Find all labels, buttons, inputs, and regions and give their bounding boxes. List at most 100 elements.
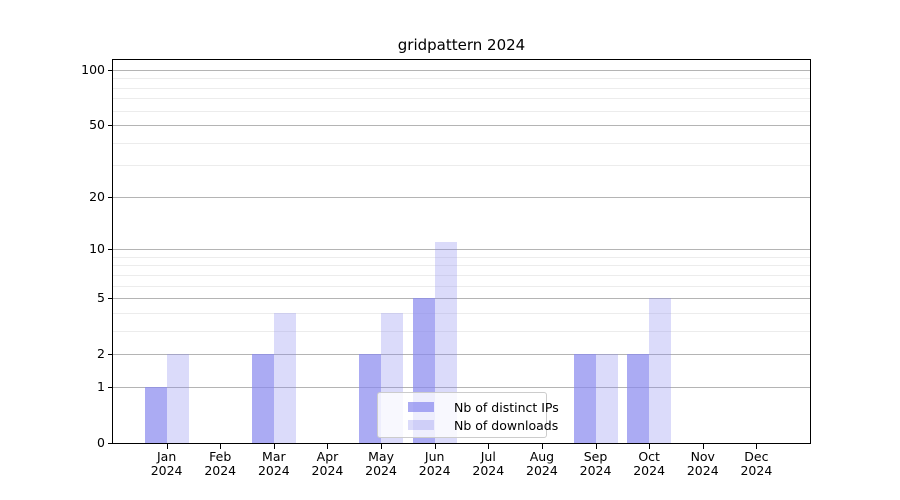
- x-tick-month: Jun: [424, 449, 445, 464]
- y-tick-mark: [108, 125, 113, 127]
- y-tick-mark: [108, 386, 113, 388]
- bar-distinct-ips: [573, 354, 596, 443]
- major-gridline: [113, 70, 810, 71]
- x-tick-year: 2024: [311, 463, 344, 478]
- bar-distinct-ips: [251, 354, 274, 443]
- x-tick-month: Jan: [156, 449, 177, 464]
- x-tick-mark: [220, 444, 222, 449]
- legend-row: Nb of distinct IPs: [408, 398, 559, 416]
- y-tick-label: 2: [97, 346, 105, 362]
- y-tick-label: 10: [89, 241, 105, 257]
- x-tick-mark: [541, 444, 543, 449]
- x-tick-month: Dec: [744, 449, 769, 464]
- minor-gridline: [113, 265, 810, 267]
- x-tick-label: Jan 2024: [137, 450, 197, 478]
- x-tick-year: 2024: [204, 463, 237, 478]
- x-tick-mark: [756, 444, 758, 449]
- x-tick-year: 2024: [150, 463, 183, 478]
- x-tick-year: 2024: [579, 463, 612, 478]
- x-tick-label: May 2024: [351, 450, 411, 478]
- major-gridline: [113, 196, 810, 198]
- x-tick-label: Aug 2024: [512, 450, 572, 478]
- x-tick-month: May: [368, 449, 394, 464]
- y-tick-mark: [108, 298, 113, 300]
- x-tick-year: 2024: [740, 463, 773, 478]
- legend-label: Nb of downloads: [454, 417, 559, 433]
- x-tick-month: Aug: [529, 449, 555, 464]
- bar-distinct-ips: [359, 354, 382, 443]
- bar-downloads: [649, 298, 672, 443]
- x-tick-mark: [649, 444, 651, 449]
- x-tick-year: 2024: [257, 463, 290, 478]
- minor-gridline: [113, 274, 810, 276]
- x-tick-label: Apr 2024: [297, 450, 357, 478]
- x-tick-year: 2024: [472, 463, 505, 478]
- minor-gridline: [113, 312, 810, 314]
- minor-gridline: [113, 330, 810, 332]
- x-tick-mark: [166, 444, 168, 449]
- minor-gridline: [113, 256, 810, 258]
- x-tick-year: 2024: [686, 463, 719, 478]
- x-tick-label: Feb 2024: [190, 450, 250, 478]
- x-tick-month: Oct: [638, 449, 660, 464]
- x-tick-month: Feb: [209, 449, 232, 464]
- x-tick-year: 2024: [365, 463, 397, 478]
- x-tick-mark: [595, 444, 597, 449]
- major-gridline: [113, 298, 810, 300]
- legend: Nb of distinct IPs Nb of downloads: [377, 392, 559, 438]
- x-tick-label: Mar 2024: [244, 450, 304, 478]
- x-tick-mark: [702, 444, 704, 449]
- x-tick-label: Sep 2024: [566, 450, 626, 478]
- legend-row: Nb of downloads: [408, 416, 558, 434]
- x-tick-mark: [488, 444, 490, 449]
- legend-swatch-distinct-ips: [408, 402, 434, 412]
- bar-downloads: [595, 354, 618, 443]
- major-gridline: [113, 125, 810, 127]
- x-tick-label: Nov 2024: [673, 450, 733, 478]
- x-tick-label: Oct 2024: [619, 450, 679, 478]
- y-tick-mark: [108, 354, 113, 356]
- x-tick-mark: [273, 444, 275, 449]
- y-tick-mark: [108, 249, 113, 251]
- x-tick-mark: [381, 444, 383, 449]
- minor-gridline: [113, 78, 810, 80]
- y-tick-mark: [108, 70, 113, 71]
- bar-distinct-ips: [627, 354, 650, 443]
- major-gridline: [113, 354, 810, 356]
- x-tick-month: Apr: [316, 449, 339, 464]
- minor-gridline: [113, 142, 810, 144]
- minor-gridline: [113, 110, 810, 112]
- y-tick-mark: [108, 196, 113, 198]
- x-tick-year: 2024: [526, 463, 558, 478]
- y-tick-label: 100: [81, 62, 105, 77]
- minor-gridline: [113, 87, 810, 89]
- y-tick-label: 1: [97, 378, 105, 394]
- y-tick-mark: [108, 443, 113, 444]
- y-tick-label: 5: [97, 290, 105, 306]
- major-gridline: [113, 249, 810, 251]
- y-tick-label: 0: [97, 435, 105, 450]
- minor-gridline: [113, 98, 810, 100]
- x-tick-month: Sep: [583, 449, 608, 464]
- y-tick-label: 20: [89, 188, 105, 204]
- chart-title: gridpattern 2024: [397, 36, 526, 54]
- x-tick-month: Nov: [690, 449, 715, 464]
- x-tick-label: Jul 2024: [458, 450, 518, 478]
- plot-area: [112, 59, 811, 444]
- legend-swatch-downloads: [408, 420, 434, 430]
- x-tick-year: 2024: [633, 463, 666, 478]
- x-tick-year: 2024: [418, 463, 451, 478]
- bar-downloads: [273, 312, 296, 443]
- x-tick-month: Mar: [262, 449, 286, 464]
- minor-gridline: [113, 165, 810, 167]
- legend-label: Nb of distinct IPs: [454, 399, 559, 415]
- major-gridline: [113, 386, 810, 388]
- x-tick-mark: [434, 444, 436, 449]
- x-tick-label: Jun 2024: [405, 450, 465, 478]
- y-tick-label: 50: [89, 117, 105, 133]
- minor-gridline: [113, 285, 810, 287]
- x-tick-label: Dec 2024: [726, 450, 786, 478]
- x-tick-month: Jul: [480, 449, 496, 464]
- x-tick-mark: [327, 444, 329, 449]
